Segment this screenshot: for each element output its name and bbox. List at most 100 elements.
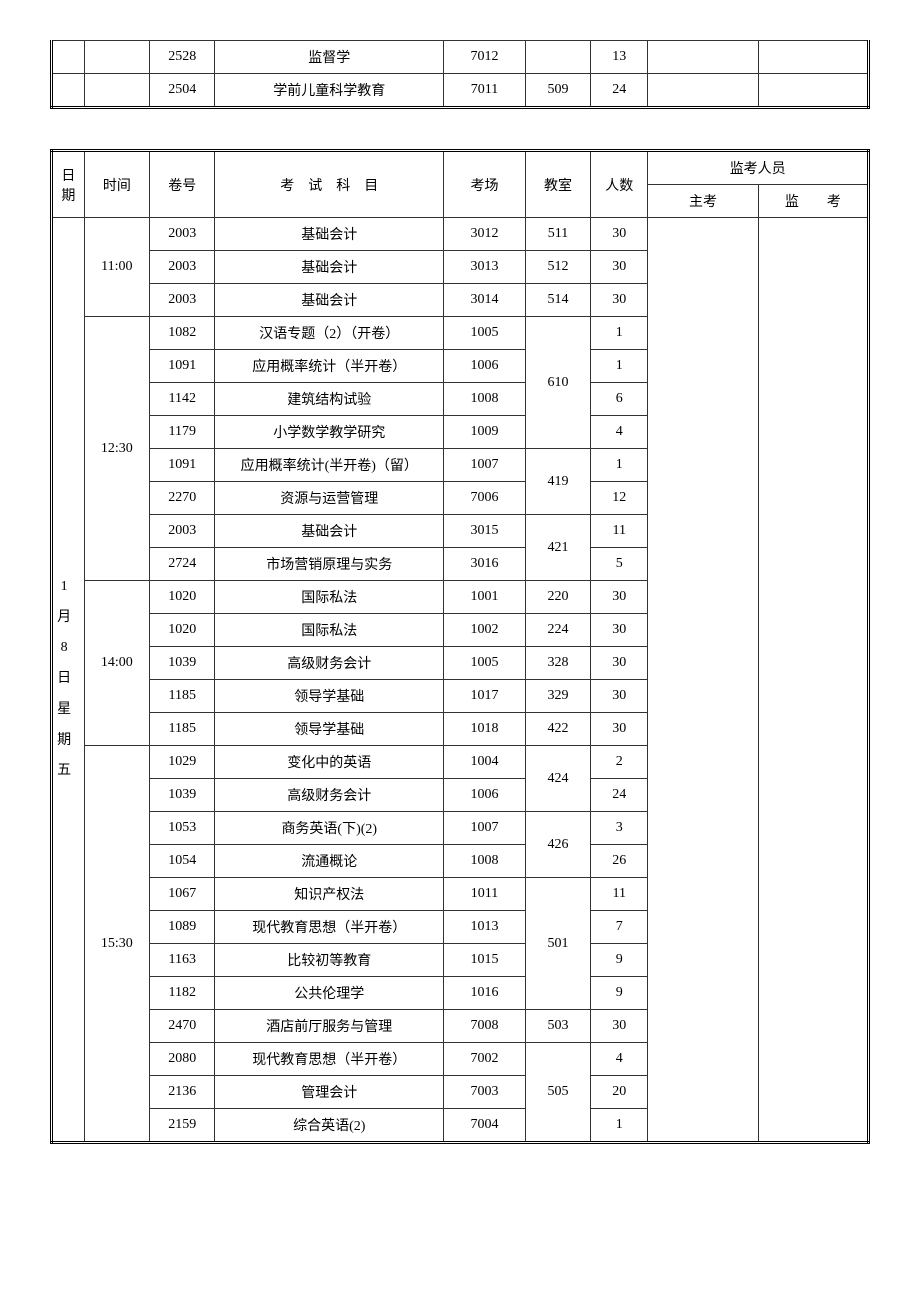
cell-code: 1029: [150, 746, 215, 779]
cell-code: 1185: [150, 713, 215, 746]
cell-count: 3: [591, 812, 648, 845]
cell-subject: 监督学: [215, 41, 444, 74]
cell-venue: 1006: [444, 350, 526, 383]
cell-venue: 7012: [444, 41, 526, 74]
cell-venue: 1002: [444, 614, 526, 647]
cell-time: 14:00: [84, 581, 149, 746]
cell-subject: 基础会计: [215, 251, 444, 284]
cell-venue: 1017: [444, 680, 526, 713]
cell-room: 224: [525, 614, 590, 647]
cell-count: 11: [591, 878, 648, 911]
cell-subject: 领导学基础: [215, 713, 444, 746]
cell-venue: 1005: [444, 317, 526, 350]
cell-venue: 1006: [444, 779, 526, 812]
cell-count: 6: [591, 383, 648, 416]
cell-room: 512: [525, 251, 590, 284]
cell-count: 1: [591, 1109, 648, 1143]
cell-code: 1163: [150, 944, 215, 977]
cell-code: 1185: [150, 680, 215, 713]
cell-code: 2003: [150, 515, 215, 548]
cell-count: 20: [591, 1076, 648, 1109]
cell-room: 505: [525, 1043, 590, 1143]
cell-code: 2528: [150, 41, 215, 74]
hdr-count: 人数: [591, 151, 648, 218]
cell-subject: 流通概论: [215, 845, 444, 878]
cell-subject: 资源与运营管理: [215, 482, 444, 515]
cell-count: 12: [591, 482, 648, 515]
cell-date: 1月8日星期五: [52, 218, 85, 1143]
cell-subject: 管理会计: [215, 1076, 444, 1109]
cell-venue: 3015: [444, 515, 526, 548]
cell-subject: 公共伦理学: [215, 977, 444, 1010]
cell-venue: 1009: [444, 416, 526, 449]
cell-code: 1020: [150, 581, 215, 614]
cell-code: 1082: [150, 317, 215, 350]
cell-venue: 1008: [444, 383, 526, 416]
cell-venue: 1016: [444, 977, 526, 1010]
cell-count: 30: [591, 284, 648, 317]
cell-code: 2003: [150, 218, 215, 251]
spacer: [50, 109, 870, 149]
cell-count: 30: [591, 647, 648, 680]
hdr-main: 主考: [648, 185, 758, 218]
cell-venue: 3012: [444, 218, 526, 251]
cell-count: 30: [591, 713, 648, 746]
cell-empty: [758, 74, 868, 108]
cell-venue: 7004: [444, 1109, 526, 1143]
cell-room: 610: [525, 317, 590, 449]
cell-venue: 1008: [444, 845, 526, 878]
hdr-code: 卷号: [150, 151, 215, 218]
cell-room: 501: [525, 878, 590, 1010]
cell-subject: 现代教育思想（半开卷）: [215, 1043, 444, 1076]
cell-code: 2270: [150, 482, 215, 515]
cell-code: 1039: [150, 647, 215, 680]
cell-count: 30: [591, 218, 648, 251]
cell-room: 329: [525, 680, 590, 713]
cell-count: 4: [591, 1043, 648, 1076]
cell-code: 1142: [150, 383, 215, 416]
cell-subject: 应用概率统计（半开卷）: [215, 350, 444, 383]
cell-count: 24: [591, 74, 648, 108]
cell-venue: 1001: [444, 581, 526, 614]
cell-venue: 1013: [444, 911, 526, 944]
cell-room: 426: [525, 812, 590, 878]
cell-count: 1: [591, 317, 648, 350]
cell-subject: 酒店前厅服务与管理: [215, 1010, 444, 1043]
cell-time: 12:30: [84, 317, 149, 581]
cell-subject: 国际私法: [215, 581, 444, 614]
cell-count: 9: [591, 977, 648, 1010]
cell-time: 15:30: [84, 746, 149, 1143]
cell-venue: 7008: [444, 1010, 526, 1043]
cell-room: 509: [525, 74, 590, 108]
cell-empty: [758, 41, 868, 74]
cell-count: 5: [591, 548, 648, 581]
cell-subject: 领导学基础: [215, 680, 444, 713]
cell-subject: 比较初等教育: [215, 944, 444, 977]
cell-subject: 基础会计: [215, 284, 444, 317]
cell-subject: 知识产权法: [215, 878, 444, 911]
cell-subject: 小学数学教学研究: [215, 416, 444, 449]
cell-code: 2470: [150, 1010, 215, 1043]
cell-count: 24: [591, 779, 648, 812]
hdr-time: 时间: [84, 151, 149, 218]
cell-subject: 应用概率统计(半开卷)（留）: [215, 449, 444, 482]
cell-code: 1039: [150, 779, 215, 812]
cell-code: 1054: [150, 845, 215, 878]
cell-venue: 1015: [444, 944, 526, 977]
cell-code: 2003: [150, 251, 215, 284]
cell-count: 7: [591, 911, 648, 944]
hdr-supervisors: 监考人员: [648, 151, 869, 185]
cell-subject: 国际私法: [215, 614, 444, 647]
top-fragment-table: 2528监督学7012132504学前儿童科学教育701150924: [50, 40, 870, 109]
cell-code: 2080: [150, 1043, 215, 1076]
cell-count: 2: [591, 746, 648, 779]
cell-empty: [84, 74, 149, 108]
cell-subject: 综合英语(2): [215, 1109, 444, 1143]
cell-subject: 学前儿童科学教育: [215, 74, 444, 108]
cell-count: 30: [591, 1010, 648, 1043]
cell-empty: [648, 41, 758, 74]
cell-venue: 1007: [444, 812, 526, 845]
cell-code: 2003: [150, 284, 215, 317]
cell-count: 30: [591, 614, 648, 647]
cell-room: 220: [525, 581, 590, 614]
